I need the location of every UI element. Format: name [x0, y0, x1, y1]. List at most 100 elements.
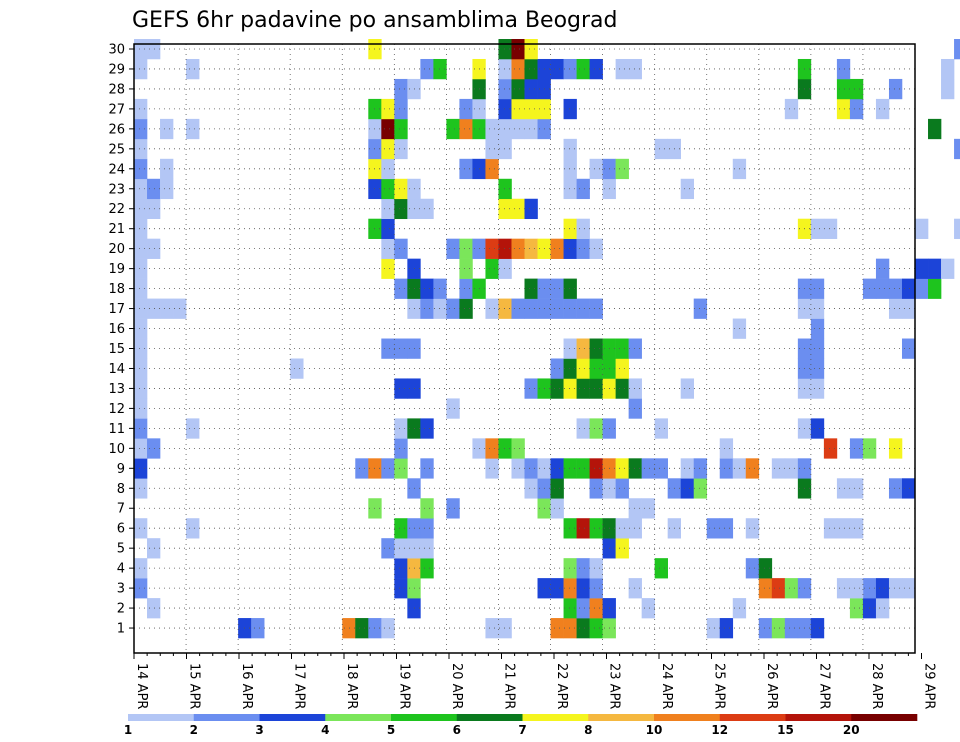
- y-tick-label: 2: [117, 602, 125, 617]
- heatmap-cell: [420, 538, 434, 559]
- heatmap-cell: [394, 118, 408, 140]
- heatmap-cell: [160, 178, 174, 200]
- heatmap-cell: [615, 158, 629, 180]
- heatmap-cell: [615, 518, 629, 539]
- heatmap-cell: [394, 78, 408, 100]
- heatmap-cell: [901, 478, 916, 499]
- heatmap-cell: [615, 478, 629, 499]
- heatmap-cell: [498, 118, 512, 140]
- heatmap-cell: [836, 518, 851, 539]
- heatmap-cell: [355, 458, 369, 479]
- heatmap-cell: [628, 378, 642, 399]
- heatmap-cell: [836, 478, 851, 499]
- heatmap-cell: [485, 238, 499, 259]
- heatmap-cell: [563, 618, 577, 639]
- heatmap-cell: [498, 298, 512, 319]
- x-tick-label: 17 APR: [292, 663, 307, 709]
- heatmap-cell: [628, 458, 642, 479]
- heatmap-cell: [680, 178, 695, 200]
- heatmap-cell: [576, 518, 590, 539]
- heatmap-cell: [758, 578, 773, 599]
- heatmap-cell: [498, 438, 512, 459]
- heatmap-cell: [758, 558, 773, 579]
- heatmap-cell: [810, 318, 825, 339]
- heatmap-cell: [134, 138, 148, 160]
- heatmap-cell: [563, 278, 577, 299]
- heatmap-cell: [576, 378, 590, 399]
- legend-swatch: [719, 714, 786, 721]
- y-tick-label: 18: [108, 282, 125, 297]
- heatmap-cell: [576, 58, 590, 80]
- heatmap-cell: [498, 178, 512, 200]
- heatmap-cell: [706, 618, 721, 639]
- heatmap-cell: [550, 458, 564, 479]
- heatmap-cell: [680, 458, 695, 479]
- heatmap-cell: [134, 558, 148, 579]
- legend-label: 1: [124, 723, 132, 737]
- heatmap-cell: [511, 58, 525, 80]
- heatmap-cell: [888, 478, 903, 499]
- color-legend: 1 2 3 4 5 6 7 8 10 12 15 20: [124, 714, 918, 737]
- heatmap-cell: [134, 318, 148, 339]
- heatmap-cell: [394, 418, 408, 439]
- heatmap-cell: [394, 378, 408, 399]
- heatmap-cell: [134, 578, 148, 599]
- heatmap-cell: [524, 118, 538, 140]
- heatmap-cell: [550, 238, 564, 259]
- heatmap-cell: [576, 558, 590, 579]
- heatmap-cell: [628, 578, 642, 599]
- heatmap-cell: [784, 458, 799, 479]
- heatmap-cell: [134, 378, 148, 399]
- heatmap-cell: [563, 138, 577, 160]
- heatmap-cell: [888, 578, 903, 599]
- heatmap-cell: [641, 458, 655, 479]
- heatmap-cell: [758, 618, 773, 639]
- heatmap-cell: [498, 198, 512, 220]
- x-tick-label: 24 APR: [659, 663, 674, 709]
- heatmap-cell: [589, 418, 603, 439]
- heatmap-cell: [915, 278, 929, 299]
- heatmap-cell: [563, 218, 577, 239]
- y-tick-label: 26: [108, 122, 125, 137]
- heatmap-cell: [928, 118, 942, 140]
- heatmap-cell: [134, 398, 148, 419]
- heatmap-cell: [784, 98, 799, 120]
- heatmap-cell: [823, 218, 838, 239]
- x-tick-label: 26 APR: [764, 663, 779, 709]
- heatmap-cell: [446, 498, 460, 519]
- heatmap-cell: [888, 438, 903, 459]
- heatmap-cell: [719, 518, 734, 539]
- heatmap-cell: [654, 138, 668, 160]
- heatmap-cell: [628, 398, 642, 419]
- heatmap-cell: [524, 58, 538, 80]
- heatmap-cell: [459, 158, 473, 180]
- heatmap-cell: [342, 618, 356, 639]
- heatmap-cell: [589, 158, 603, 180]
- x-tick-label: 14 APR: [134, 663, 149, 709]
- heatmap-cell: [134, 518, 148, 539]
- heatmap-cell: [160, 118, 174, 140]
- heatmap-cell: [147, 298, 161, 319]
- heatmap-cell: [394, 518, 408, 539]
- heatmap-cell: [134, 58, 148, 80]
- legend-swatch: [391, 714, 458, 721]
- y-tick-label: 11: [108, 422, 125, 437]
- y-tick-label: 24: [108, 162, 125, 177]
- heatmap-cell: [576, 238, 590, 259]
- heatmap-cell: [381, 258, 395, 279]
- heatmap-cell: [550, 358, 564, 379]
- legend-swatch: [193, 714, 260, 721]
- heatmap-cell: [381, 218, 395, 239]
- heatmap-cell: [576, 418, 590, 439]
- heatmap-cell: [849, 98, 864, 120]
- heatmap-cell: [134, 458, 148, 479]
- heatmap-cell: [641, 498, 655, 519]
- heatmap-cell: [563, 358, 577, 379]
- heatmap-cell: [589, 598, 603, 619]
- y-tick-label: 14: [108, 362, 125, 377]
- heatmap-cell: [563, 458, 577, 479]
- heatmap-cell: [524, 238, 538, 259]
- x-tick-label: 20 APR: [449, 663, 464, 709]
- y-tick-label: 19: [108, 262, 125, 277]
- heatmap-cell: [589, 518, 603, 539]
